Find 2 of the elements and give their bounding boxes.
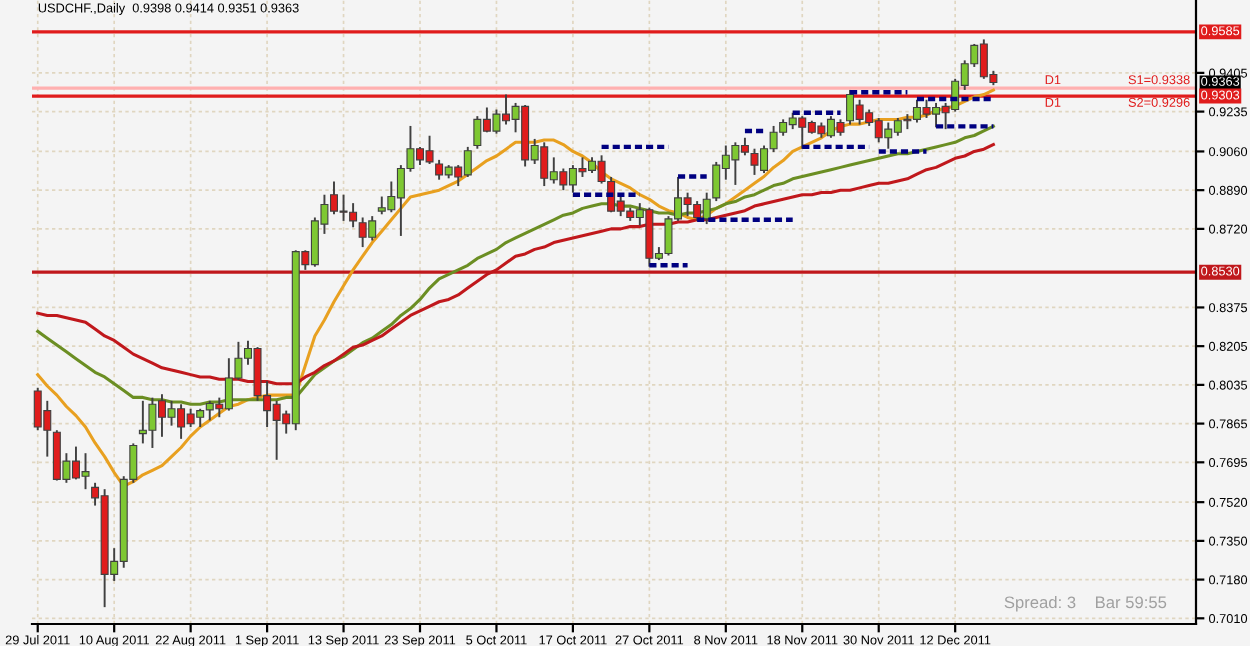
line-series (36, 88, 995, 488)
text: Spread: 3 Bar 59:55 (1004, 595, 1167, 612)
